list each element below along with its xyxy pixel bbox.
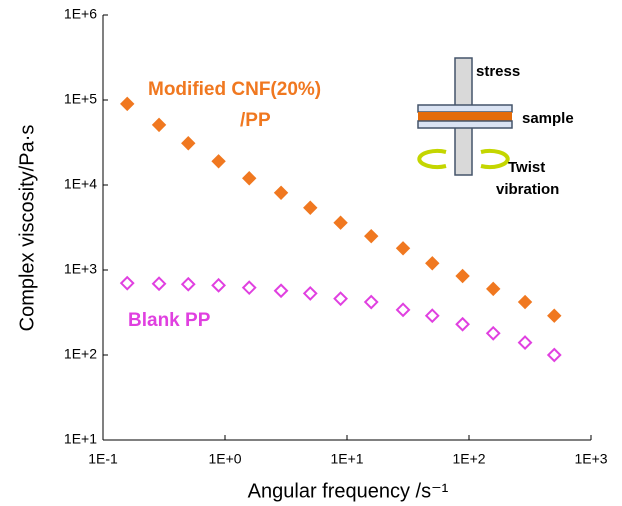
inset-label: Twist [508,159,545,176]
sample-layer [418,112,512,121]
inset-label: stress [476,63,520,80]
y-tick-label: 1E+6 [64,6,97,22]
data-point [273,283,289,299]
x-tick-label: 1E+3 [574,451,607,467]
plate [417,120,513,129]
data-point [120,96,135,112]
data-point [119,275,135,291]
data-point [485,325,501,341]
y-tick-label: 1E+5 [64,91,97,107]
y-axis-title: Complex viscosity/Pa·s [16,125,38,332]
data-point [273,185,289,200]
data-point [242,171,257,186]
data-point [211,277,227,293]
inset-label: sample [522,110,574,127]
data-point [151,117,167,133]
y-tick-label: 1E+1 [64,431,97,447]
x-tick-label: 1E+0 [208,451,241,467]
data-point [302,286,318,301]
data-point [151,276,167,292]
data-point [241,280,257,296]
data-point [363,294,379,310]
inset-label: vibration [496,181,559,198]
data-point [395,302,411,318]
data-point [424,308,440,324]
data-point [333,291,349,307]
data-point [455,268,470,284]
data-point [180,276,196,292]
x-axis-title: Angular frequency /s⁻¹ [248,480,449,502]
data-point [486,281,501,297]
inset-diagram: stress sample Twist vibration [417,57,574,198]
data-point [425,256,440,271]
data-point [517,335,533,350]
data-point [211,154,226,169]
annotation: Blank PP [128,310,211,331]
data-point [546,347,562,363]
annotation: Modified CNF(20%) [148,79,321,100]
data-point [455,316,471,332]
plate [417,104,513,113]
y-tick-label: 1E+4 [64,176,97,192]
x-tick-label: 1E-1 [88,451,118,467]
twist-arrow [480,149,510,169]
data-point [517,294,533,310]
data-point [395,241,411,256]
data-point [181,136,196,151]
data-point [547,308,562,323]
data-point [364,228,379,244]
x-tick-label: 1E+1 [330,451,363,467]
annotation: /PP [240,110,271,131]
y-tick-label: 1E+2 [64,346,97,362]
x-tick-label: 1E+2 [452,451,485,467]
data-point [303,200,318,215]
y-tick-label: 1E+3 [64,261,97,277]
twist-arrow [417,149,447,169]
data-point [333,215,348,230]
